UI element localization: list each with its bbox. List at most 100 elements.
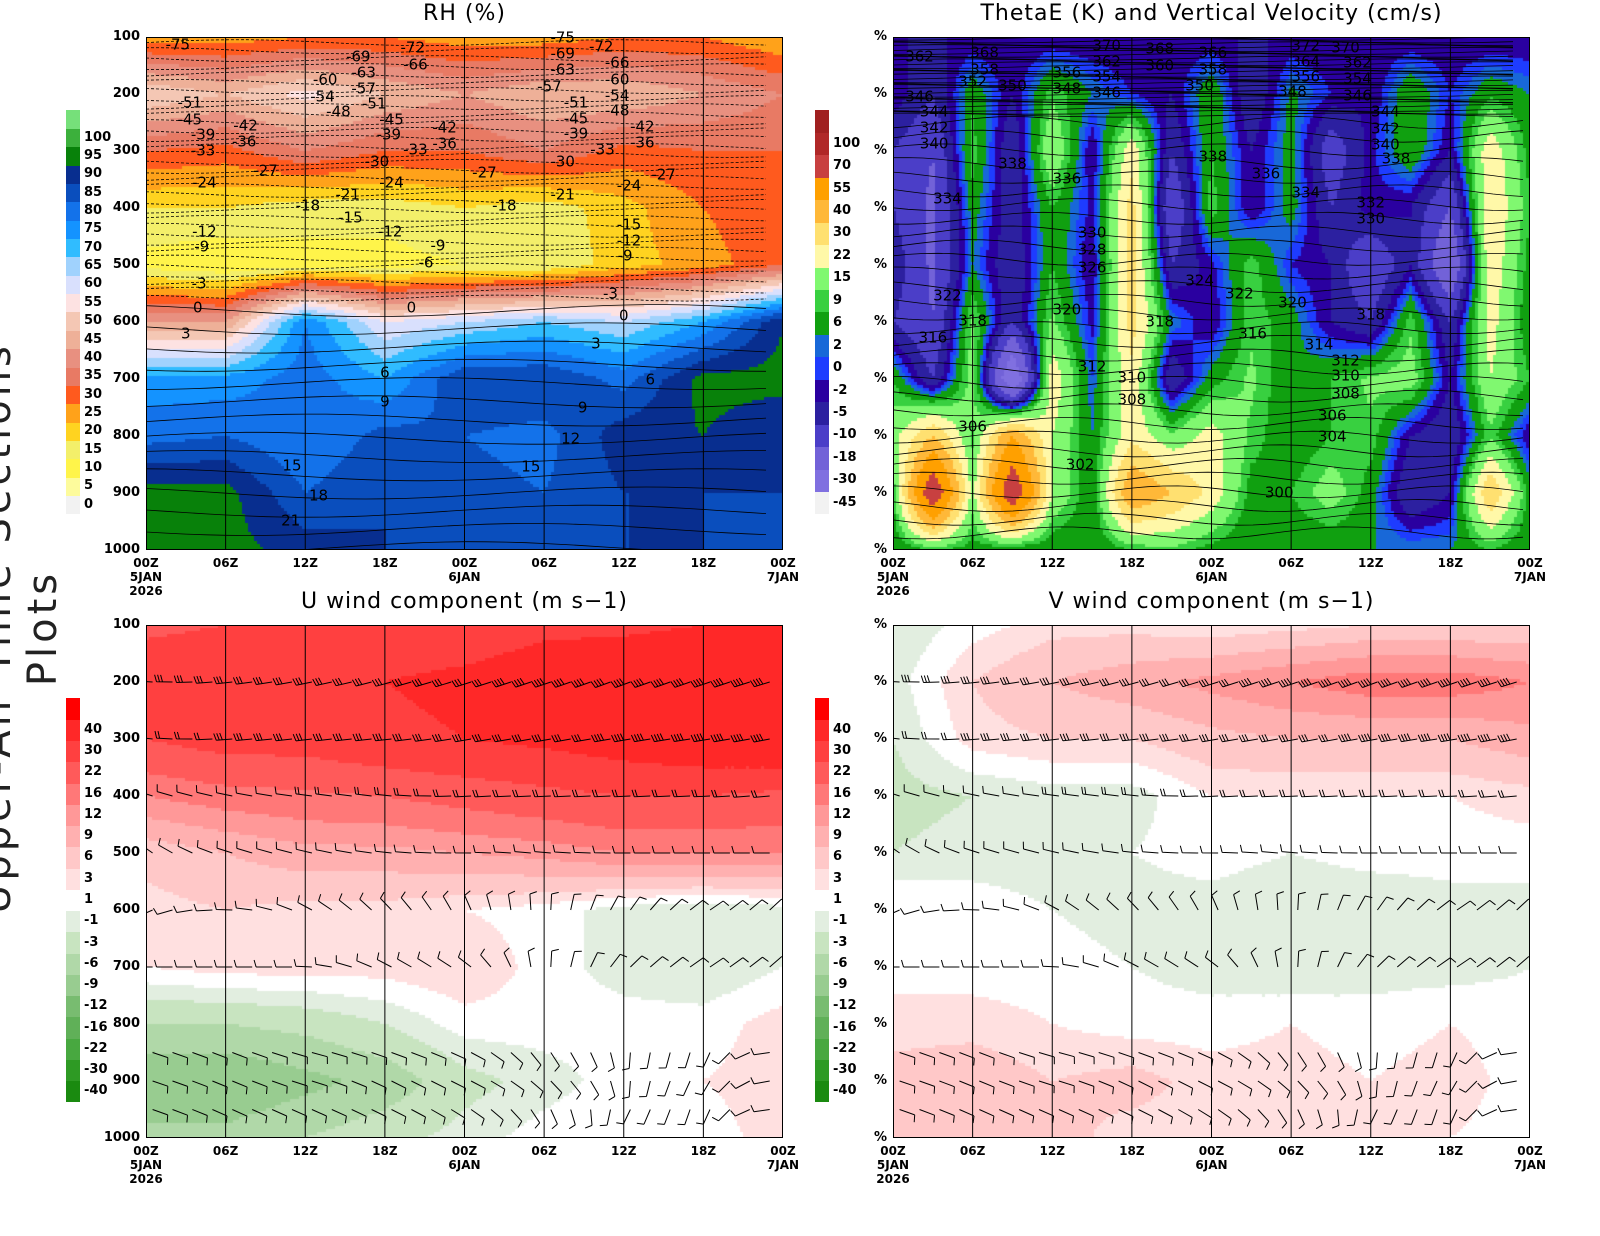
contour-label: 364	[1291, 52, 1321, 71]
contour-label: 0	[406, 298, 417, 317]
wind-barb	[905, 837, 920, 854]
wind-barb	[610, 678, 631, 688]
wind-barb	[1118, 1052, 1135, 1066]
wind-barb	[510, 1052, 524, 1071]
wind-barb	[1458, 1080, 1478, 1093]
wind-barb	[156, 784, 173, 797]
wind-barb	[1396, 956, 1416, 968]
y-tick-label: 100	[112, 29, 140, 44]
temperature-contour	[146, 278, 767, 286]
colorbar-label: 9	[833, 292, 843, 308]
colorbar-bin	[815, 199, 829, 223]
contour-label: 358	[1198, 60, 1228, 79]
contour-label: 370	[1331, 38, 1360, 57]
wind-barb	[152, 907, 173, 915]
wind-barb	[636, 1109, 651, 1125]
colorbar-label: 30	[833, 225, 852, 241]
contour-label: -12	[616, 231, 642, 250]
x-tick-sub1: 5JAN	[876, 1158, 910, 1172]
wind-barb	[711, 1052, 731, 1065]
x-tick-label: 06Z	[1278, 556, 1304, 570]
thetae-contour	[893, 512, 1524, 526]
wind-barb	[1436, 957, 1457, 968]
x-tick-label: 06Z	[524, 1144, 564, 1186]
wind-barb	[236, 841, 253, 854]
wind-barb	[570, 1080, 582, 1100]
thetae-contour	[893, 266, 1524, 280]
wind-barb	[351, 1080, 367, 1095]
wind-barb	[570, 950, 582, 968]
wind-barb	[893, 847, 900, 854]
wind-barb	[1002, 898, 1020, 911]
contour-label: -51	[563, 93, 589, 112]
wind-barb	[1198, 733, 1219, 743]
wind-barb	[1378, 845, 1398, 854]
contour-label: 366	[1198, 43, 1228, 62]
contour-label: -12	[377, 222, 403, 241]
x-tick-sub1	[1271, 570, 1311, 584]
wind-barb	[1458, 789, 1477, 798]
wind-barb	[1118, 1080, 1134, 1095]
wind-barb	[690, 733, 711, 743]
colorbar-label: 6	[833, 849, 843, 865]
wind-barb	[1254, 890, 1263, 911]
wind-barb	[1158, 1080, 1174, 1096]
wind-barb	[271, 1080, 288, 1094]
contour-label: -9	[617, 246, 633, 265]
x-tick-sub1	[1032, 570, 1072, 584]
wind-barb	[982, 785, 1000, 797]
wind-barb	[711, 1109, 731, 1122]
wind-barb	[571, 789, 591, 798]
wind-barb	[1317, 1052, 1327, 1072]
thetae-contour	[893, 38, 1514, 44]
contour-label: 348	[1052, 79, 1082, 98]
wind-barb	[651, 845, 671, 854]
wind-barb	[1457, 733, 1477, 743]
wind-barb	[1337, 952, 1352, 968]
wind-barb	[1197, 1080, 1213, 1096]
colorbar-label: 40	[84, 721, 103, 737]
x-tick-sub1	[285, 1158, 325, 1172]
contour-label: -51	[362, 94, 387, 113]
colorbar-label: 9	[84, 828, 94, 844]
temperature-contour	[146, 340, 767, 354]
wind-barb	[193, 675, 213, 684]
wind-barb	[1257, 1109, 1270, 1128]
wind-barb	[1058, 1080, 1075, 1094]
wind-barb	[1297, 1080, 1310, 1100]
y-tick-label: %	[873, 1073, 887, 1088]
wind-barb	[1516, 956, 1530, 968]
wind-barb	[297, 895, 313, 911]
contour-label: -57	[351, 79, 376, 98]
thetae-contour	[893, 44, 1514, 50]
wind-barb	[173, 905, 193, 913]
wind-barb	[1158, 1109, 1173, 1125]
wind-barb	[670, 733, 691, 742]
wind-barb	[1274, 947, 1282, 968]
colorbar-bin	[66, 238, 80, 258]
wind-barb	[710, 677, 731, 688]
wind-barb	[1101, 843, 1119, 854]
x-tick-label: 12Z	[1351, 1144, 1391, 1186]
wind-barb	[1338, 733, 1358, 743]
wind-barb	[749, 677, 770, 688]
contour-label: 340	[919, 134, 949, 153]
wind-barb	[272, 677, 293, 686]
wind-barb	[212, 1109, 228, 1124]
wind-barb	[437, 951, 452, 968]
wind-barb	[1139, 733, 1159, 742]
wind-barb	[769, 898, 783, 911]
wind-barb	[1279, 844, 1298, 854]
colorbar-label: 9	[833, 828, 843, 844]
contour-label: 368	[1145, 39, 1175, 58]
wind-barb	[749, 899, 769, 911]
contour-label: 9	[577, 398, 588, 417]
temperature-contour	[146, 468, 767, 482]
x-tick-sub2	[1351, 1172, 1391, 1186]
wind-barb	[1477, 677, 1497, 688]
colorbar-bin	[66, 1059, 80, 1082]
wind-barb	[1338, 789, 1358, 798]
colorbar-bin	[815, 222, 829, 246]
wind-barb	[452, 789, 472, 798]
contour-label: -15	[338, 208, 363, 227]
